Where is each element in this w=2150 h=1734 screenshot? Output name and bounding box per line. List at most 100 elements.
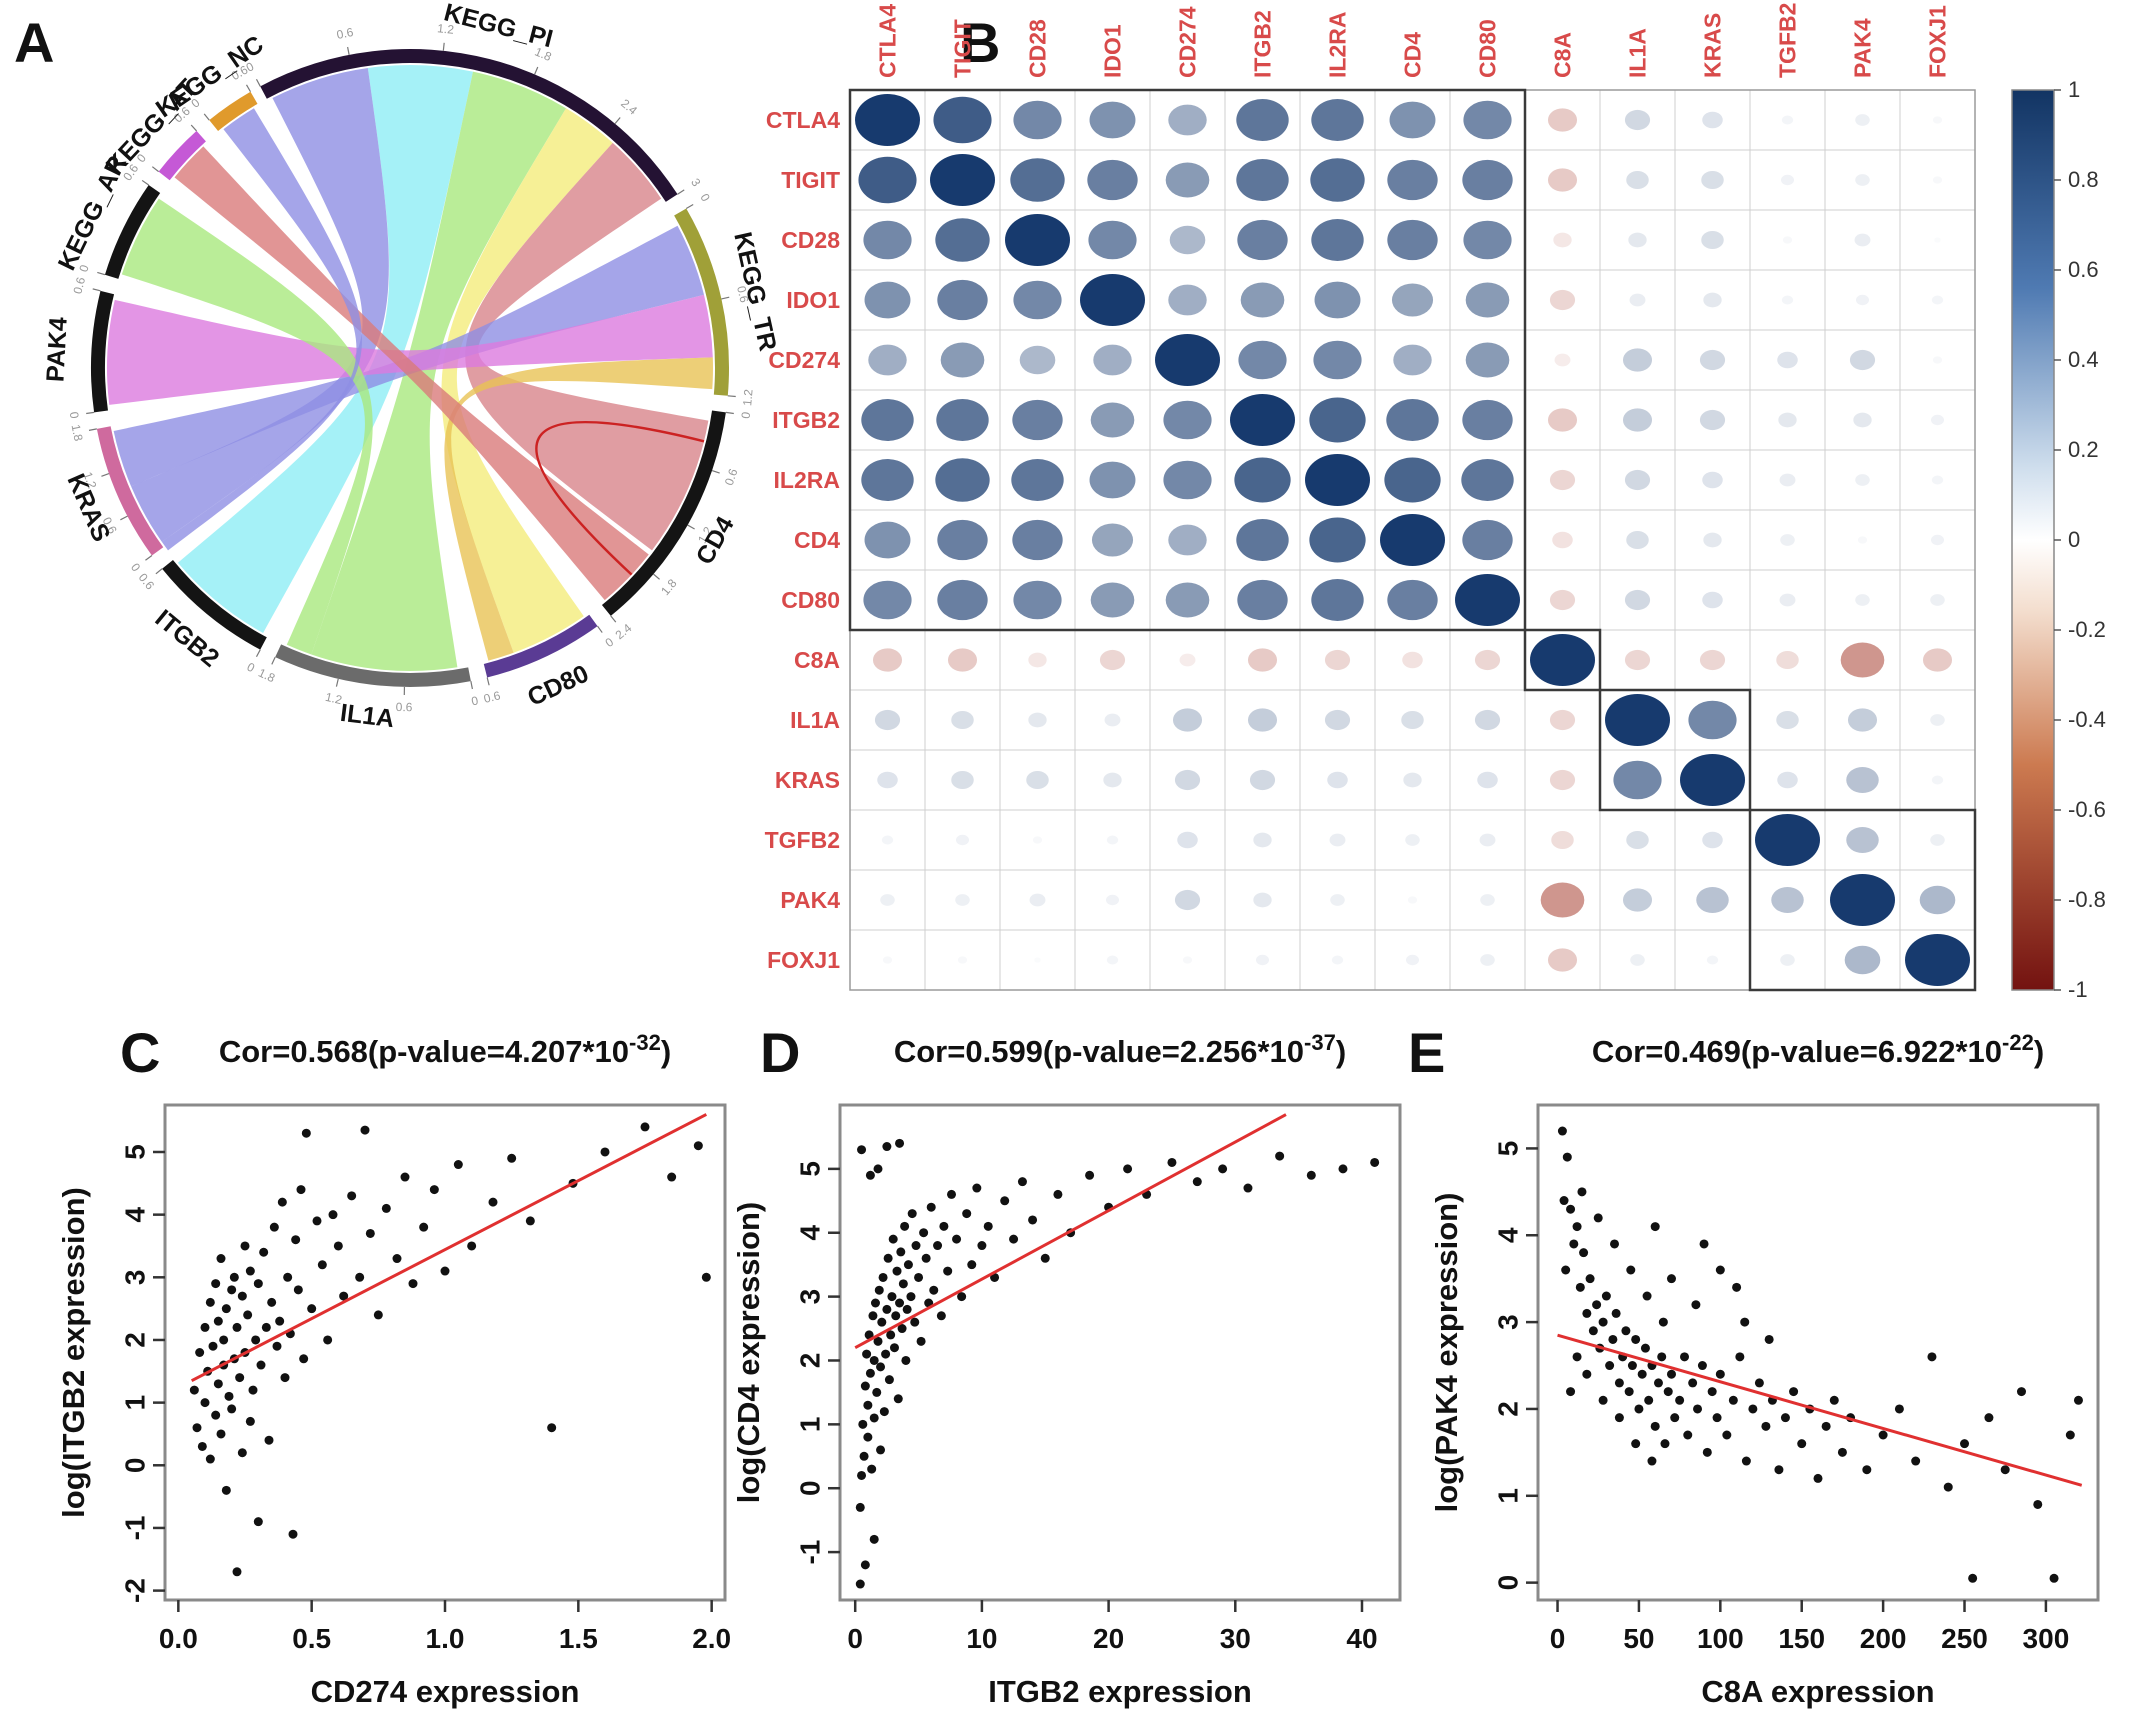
corr-bubble xyxy=(1380,514,1445,566)
corr-bubble xyxy=(1934,237,1941,243)
data-point xyxy=(1675,1395,1685,1405)
x-axis-label: ITGB2 expression xyxy=(988,1674,1252,1709)
corr-bubble xyxy=(1010,158,1065,202)
corr-bubble xyxy=(1702,591,1723,609)
corr-bubble xyxy=(868,344,907,376)
data-point xyxy=(392,1254,402,1264)
corr-bubble xyxy=(1465,282,1510,318)
data-point xyxy=(440,1266,450,1276)
corr-bubble xyxy=(1776,650,1799,670)
data-point xyxy=(237,1291,247,1301)
data-point xyxy=(296,1185,306,1195)
x-tick-label: 0.0 xyxy=(159,1623,198,1654)
x-tick-label: 1.5 xyxy=(559,1623,598,1654)
data-point xyxy=(1728,1395,1738,1405)
matrix-row-label: CTLA4 xyxy=(766,107,840,133)
data-point xyxy=(1740,1317,1750,1327)
data-point xyxy=(1028,1215,1038,1225)
corr-bubble xyxy=(1327,771,1348,789)
data-point xyxy=(860,1560,870,1570)
data-point xyxy=(211,1410,221,1420)
chord-tick-label: 0 xyxy=(738,411,753,420)
panel-a-letter: A xyxy=(14,11,55,74)
data-point xyxy=(1218,1164,1228,1174)
chord-sector-arc-KRAS xyxy=(96,426,164,556)
corr-bubble xyxy=(1702,831,1723,849)
corr-bubble xyxy=(1034,957,1041,963)
x-tick-label: 40 xyxy=(1346,1623,1377,1654)
data-point xyxy=(243,1310,253,1320)
data-point xyxy=(870,1298,880,1308)
chord-tick xyxy=(88,428,97,431)
data-point xyxy=(1642,1291,1652,1301)
data-point xyxy=(879,1407,889,1417)
data-point xyxy=(272,1341,282,1351)
data-point xyxy=(189,1385,199,1395)
matrix-row-label: C8A xyxy=(794,647,840,673)
corr-bubble xyxy=(1403,772,1422,788)
corr-bubble xyxy=(1174,889,1201,911)
colorbar-tick-label: -1 xyxy=(2068,977,2088,1002)
matrix-row-label: PAK4 xyxy=(780,887,840,913)
data-point xyxy=(667,1172,677,1182)
scatter-title: Cor=0.469(p-value=6.922*10-22) xyxy=(1592,1030,2044,1069)
matrix-row-label: CD274 xyxy=(768,347,840,373)
chord-tick xyxy=(610,615,617,623)
regression-line xyxy=(1557,1333,2083,1487)
corr-bubble xyxy=(930,154,995,206)
data-point xyxy=(1192,1177,1202,1187)
y-tick-label: 0 xyxy=(794,1480,825,1496)
chord-sector-label-KRAS: KRAS xyxy=(62,470,116,546)
matrix-col-label: CD80 xyxy=(1475,19,1501,78)
corr-bubble xyxy=(1480,954,1495,966)
data-point xyxy=(467,1241,477,1251)
chord-tick-label: 0.6 xyxy=(722,467,741,488)
corr-bubble xyxy=(1605,694,1670,746)
data-point xyxy=(1878,1430,1888,1440)
corr-bubble xyxy=(1237,579,1288,621)
chord-tick xyxy=(721,296,730,300)
data-point xyxy=(1605,1361,1615,1371)
corr-bubble xyxy=(1463,220,1512,260)
data-point xyxy=(1579,1248,1589,1258)
data-point xyxy=(891,1311,901,1321)
cluster-rectangle xyxy=(1748,808,1977,992)
data-point xyxy=(1275,1151,1285,1161)
corr-bubble xyxy=(1699,349,1726,371)
corr-bubble xyxy=(1013,280,1062,320)
data-point xyxy=(1626,1265,1636,1275)
data-point xyxy=(200,1398,210,1408)
corr-bubble xyxy=(1168,104,1207,136)
chord-sector-arc-KEGG_AR xyxy=(104,185,161,279)
matrix-row-label: IL1A xyxy=(790,707,840,733)
chord-tick-label: 2.4 xyxy=(613,621,635,643)
data-point xyxy=(1627,1361,1637,1371)
corr-bubble xyxy=(957,956,968,964)
corr-bubble xyxy=(1088,220,1137,260)
data-point xyxy=(919,1228,929,1238)
data-point xyxy=(903,1260,913,1270)
corr-bubble xyxy=(1613,760,1662,800)
corr-bubble xyxy=(1249,769,1276,791)
corr-bubble xyxy=(1384,457,1441,503)
chord-tick xyxy=(271,656,276,665)
corr-bubble xyxy=(1106,894,1119,906)
data-point xyxy=(525,1216,535,1226)
data-point xyxy=(901,1355,911,1365)
corr-bubble xyxy=(1855,474,1870,486)
data-point xyxy=(299,1354,309,1364)
matrix-bubbles xyxy=(855,94,1970,986)
corr-bubble xyxy=(1405,834,1420,846)
data-point xyxy=(1243,1183,1253,1193)
corr-bubble xyxy=(1856,294,1869,306)
data-point xyxy=(365,1228,375,1238)
corr-bubble xyxy=(1931,775,1944,785)
data-point xyxy=(1927,1352,1937,1362)
data-point xyxy=(419,1222,429,1232)
corr-bubble xyxy=(1628,232,1647,248)
chord-ribbon-KRAS-KEGG_TR xyxy=(113,225,704,487)
data-point xyxy=(967,1260,977,1270)
panel-d-letter: D xyxy=(760,1021,801,1084)
corr-bubble xyxy=(1626,530,1649,550)
